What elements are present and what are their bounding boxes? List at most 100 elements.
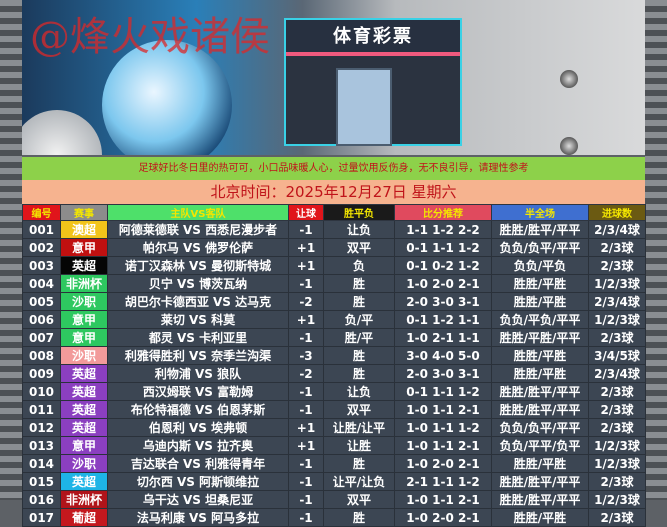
cell-goals: 2/3球	[588, 418, 646, 437]
cell-score: 3-0 4-0 5-0	[394, 346, 492, 365]
cell-result: 让胜/让平	[323, 418, 395, 437]
table-row: 015 英超 切尔西 VS 阿斯顿维拉 -1 让平/让负 2-1 1-1 1-2 胜胜/胜平…	[22, 472, 646, 491]
cell-half-full: 胜胜/平胜	[491, 274, 589, 293]
cell-no: 002	[22, 238, 61, 257]
football-icon	[560, 137, 578, 155]
cell-handicap: +1	[288, 436, 324, 455]
cell-league: 葡超	[60, 508, 108, 527]
table-row: 003 英超 诺丁汉森林 VS 曼彻斯特城 +1 负 0-1 0-2 1-2 负负/平负 2/…	[22, 256, 646, 275]
cell-score: 1-0 1-1 1-2	[394, 418, 492, 437]
cell-half-full: 胜胜/平胜	[491, 454, 589, 473]
cell-league: 沙职	[60, 346, 108, 365]
cell-score: 1-0 1-1 2-1	[394, 400, 492, 419]
cell-half-full: 负负/负平/平平	[491, 418, 589, 437]
cell-score: 1-0 2-0 2-1	[394, 454, 492, 473]
cell-goals: 1/2/3球	[588, 274, 646, 293]
cell-match: 利雅得胜利 VS 奈季兰沟渠	[107, 346, 289, 365]
table-row: 013 意甲 乌迪内斯 VS 拉齐奥 +1 让胜 1-0 1-1 2-1 负负/平平/负平 1…	[22, 436, 646, 455]
cell-no: 013	[22, 436, 61, 455]
cell-league: 英超	[60, 418, 108, 437]
table-row: 001 澳超 阿德莱德联 VS 西悉尼漫步者 -1 让负 1-1 1-2 2-2 胜胜/胜平…	[22, 220, 646, 239]
cell-score: 1-1 1-2 2-2	[394, 220, 492, 239]
table-row: 017 葡超 法马利康 VS 阿马多拉 -1 胜 1-0 2-0 2-1 胜胜/平胜 2/3球	[22, 508, 646, 527]
cell-no: 007	[22, 328, 61, 347]
cell-handicap: +1	[288, 256, 324, 275]
cell-league: 意甲	[60, 238, 108, 257]
cell-league: 意甲	[60, 328, 108, 347]
cell-result: 胜	[323, 364, 395, 383]
table-row: 010 英超 西汉姆联 VS 富勒姆 -1 让负 0-1 1-1 1-2 胜胜/胜平/平平 2…	[22, 382, 646, 401]
cell-half-full: 胜胜/胜平/平平	[491, 382, 589, 401]
cell-goals: 3/4/5球	[588, 346, 646, 365]
cell-no: 012	[22, 418, 61, 437]
cell-score: 1-0 2-0 2-1	[394, 274, 492, 293]
cell-no: 004	[22, 274, 61, 293]
cell-half-full: 胜胜/平胜	[491, 508, 589, 527]
header-half-full: 半全场	[491, 204, 589, 221]
table-row: 008 沙职 利雅得胜利 VS 奈季兰沟渠 -3 胜 3-0 4-0 5-0 胜胜/平胜 3/…	[22, 346, 646, 365]
cell-result: 负/平	[323, 310, 395, 329]
cell-score: 0-1 1-1 1-2	[394, 238, 492, 257]
banner-image: 体育彩票 @烽火戏诸侯	[22, 0, 645, 155]
table-row: 004 非洲杯 贝宁 VS 博茨瓦纳 -1 胜 1-0 2-0 2-1 胜胜/平胜 1/2/3…	[22, 274, 646, 293]
cell-league: 意甲	[60, 310, 108, 329]
cell-result: 负	[323, 256, 395, 275]
cell-handicap: -1	[288, 274, 324, 293]
cell-goals: 2/3球	[588, 382, 646, 401]
cell-handicap: -1	[288, 400, 324, 419]
cell-result: 双平	[323, 400, 395, 419]
cell-goals: 1/2/3球	[588, 436, 646, 455]
header-result: 胜平负	[323, 204, 395, 221]
cell-goals: 2/3球	[588, 508, 646, 527]
cell-handicap: -3	[288, 346, 324, 365]
cell-result: 胜	[323, 508, 395, 527]
cell-half-full: 胜胜/胜平/平平	[491, 400, 589, 419]
notice-bar: 足球好比冬日里的热可可，小口品味暖人心，过量饮用反伤身，无不良引导，请理性参考	[22, 157, 645, 180]
cell-match: 吉达联合 VS 利雅得青年	[107, 454, 289, 473]
cell-result: 胜/平	[323, 328, 395, 347]
cell-match: 布伦特福德 VS 伯恩茅斯	[107, 400, 289, 419]
cell-half-full: 胜胜/平胜	[491, 346, 589, 365]
cell-half-full: 胜胜/平胜	[491, 292, 589, 311]
cell-match: 伯恩利 VS 埃弗顿	[107, 418, 289, 437]
cell-goals: 2/3球	[588, 400, 646, 419]
cell-handicap: -1	[288, 220, 324, 239]
cell-no: 009	[22, 364, 61, 383]
cell-score: 1-0 1-1 2-1	[394, 436, 492, 455]
cell-no: 015	[22, 472, 61, 491]
cell-goals: 2/3球	[588, 256, 646, 275]
cell-handicap: -1	[288, 454, 324, 473]
table-row: 006 意甲 莱切 VS 科莫 +1 负/平 0-1 1-2 1-1 负负/平负/平平 1/2…	[22, 310, 646, 329]
cell-result: 胜	[323, 346, 395, 365]
lottery-card: 体育彩票 @烽火戏诸侯 足球好比冬日里的热可可，小口品味暖人心，过量饮用反伤身，…	[22, 0, 646, 527]
football-icon	[22, 110, 102, 155]
cell-goals: 2/3/4球	[588, 364, 646, 383]
cell-half-full: 负负/负平/平平	[491, 238, 589, 257]
table-row: 005 沙职 胡巴尔卡德西亚 VS 达马克 -2 胜 2-0 3-0 3-1 胜胜/平胜 2/…	[22, 292, 646, 311]
cell-league: 沙职	[60, 454, 108, 473]
cell-score: 1-0 2-1 1-1	[394, 328, 492, 347]
cell-half-full: 胜胜/胜平/平平	[491, 472, 589, 491]
cell-goals: 2/3/4球	[588, 220, 646, 239]
cell-no: 014	[22, 454, 61, 473]
cell-result: 让负	[323, 220, 395, 239]
cell-result: 双平	[323, 238, 395, 257]
table-row: 007 意甲 都灵 VS 卡利亚里 -1 胜/平 1-0 2-1 1-1 胜胜/平胜/平平 2…	[22, 328, 646, 347]
store-door	[336, 68, 392, 146]
cell-league: 英超	[60, 382, 108, 401]
cell-half-full: 胜胜/平胜	[491, 364, 589, 383]
cell-match: 诺丁汉森林 VS 曼彻斯特城	[107, 256, 289, 275]
cell-goals: 1/2/3球	[588, 310, 646, 329]
cell-half-full: 胜胜/胜平/平平	[491, 220, 589, 239]
cell-goals: 1/2/3球	[588, 454, 646, 473]
cell-match: 西汉姆联 VS 富勒姆	[107, 382, 289, 401]
cell-no: 006	[22, 310, 61, 329]
cell-no: 017	[22, 508, 61, 527]
cell-result: 胜	[323, 454, 395, 473]
cell-league: 意甲	[60, 436, 108, 455]
header-row: 编号 赛事 主队VS客队 让球 胜平负 比分推荐 半全场 进球数	[22, 204, 646, 221]
store-sign: 体育彩票	[286, 20, 460, 56]
table-row: 014 沙职 吉达联合 VS 利雅得青年 -1 胜 1-0 2-0 2-1 胜胜/平胜 1/2…	[22, 454, 646, 473]
cell-league: 沙职	[60, 292, 108, 311]
cell-result: 胜	[323, 274, 395, 293]
